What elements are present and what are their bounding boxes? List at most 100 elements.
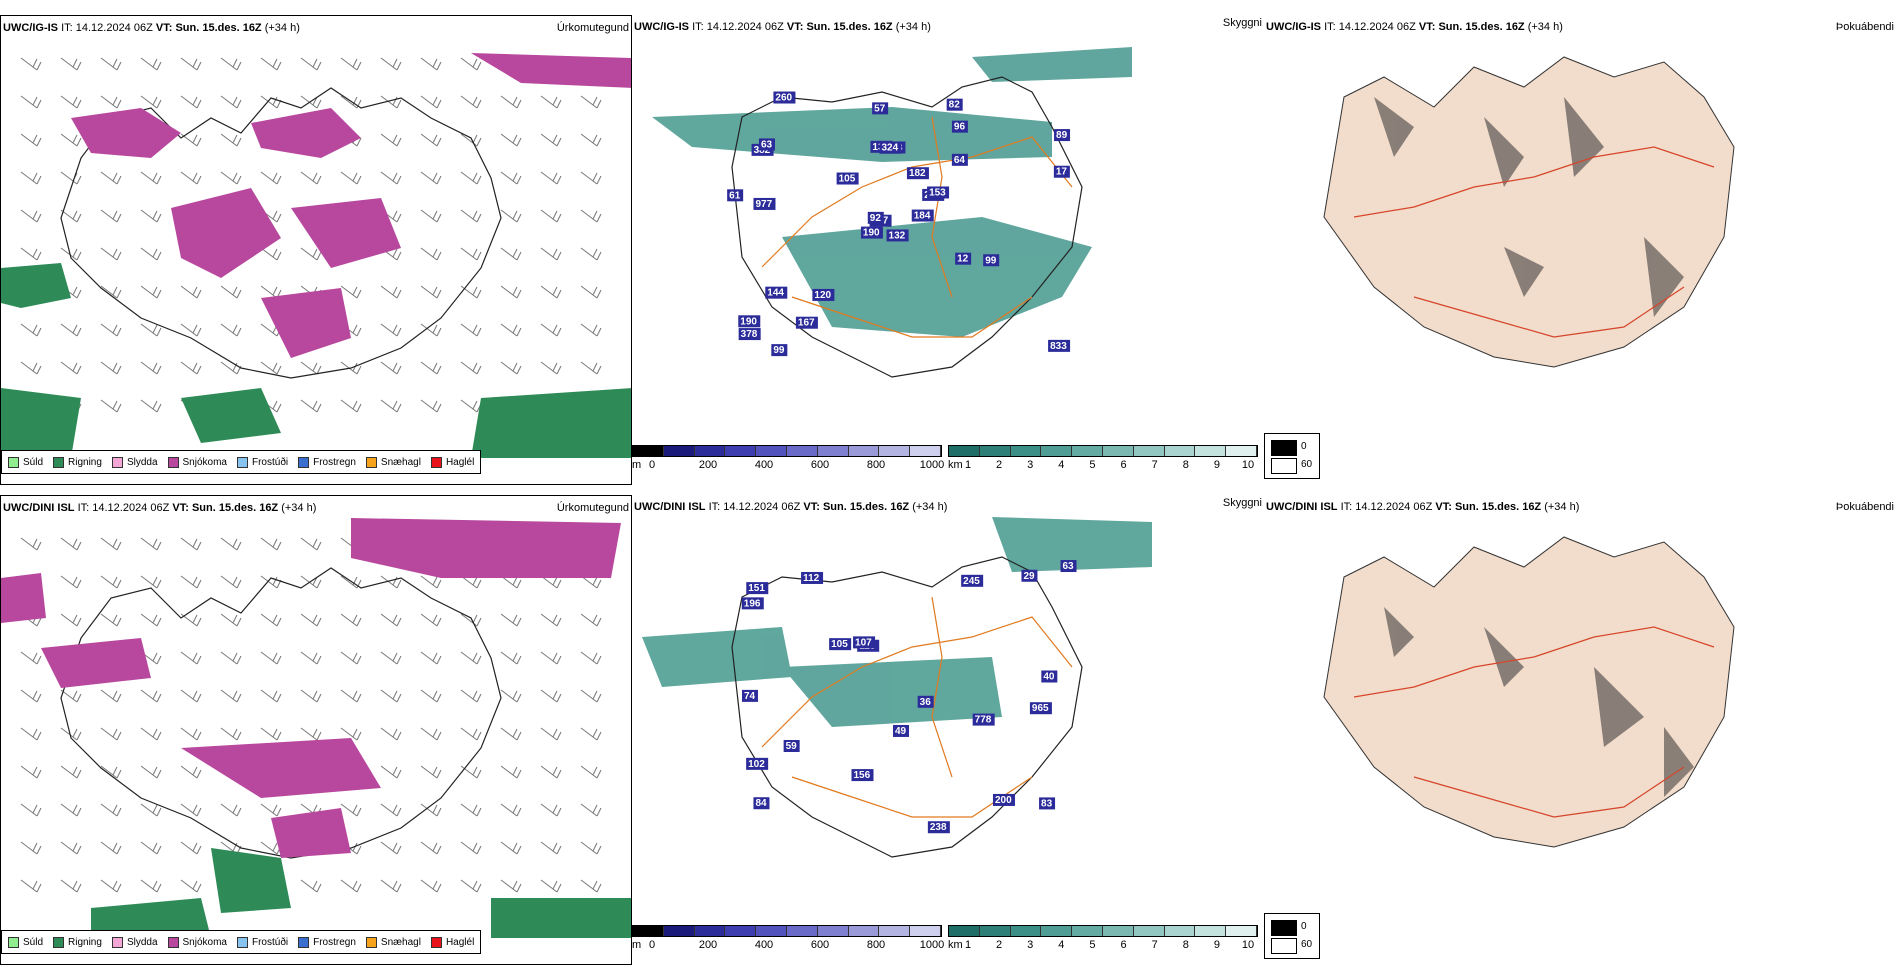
ceiling-label-bg bbox=[741, 689, 758, 702]
ceiling-label-bg bbox=[746, 582, 769, 595]
colorbar-step bbox=[663, 446, 695, 456]
colorbar-tick: 1 bbox=[964, 939, 972, 951]
colorbar-step bbox=[663, 926, 695, 936]
ceiling-label-bg bbox=[972, 713, 995, 726]
colorbar-tick: 9 bbox=[1213, 939, 1220, 951]
roads bbox=[1353, 626, 1715, 818]
legend-swatch bbox=[298, 936, 310, 948]
wind-barb bbox=[140, 575, 162, 589]
wind-barb bbox=[60, 727, 82, 741]
wind-barb bbox=[20, 247, 42, 261]
wind-barb bbox=[260, 803, 282, 817]
visibility-colorbar: 1 2 3 4 5 6 7 8 9 10 km bbox=[948, 445, 1258, 479]
legend-label: Rigning bbox=[68, 936, 102, 948]
colorbar-tick: 3 bbox=[1027, 939, 1034, 951]
colorbar-tick: 2 bbox=[996, 459, 1003, 471]
ceiling-label: 132 bbox=[889, 230, 906, 241]
ceiling-label-bg bbox=[746, 757, 769, 770]
wind-barb bbox=[60, 575, 82, 589]
wind-barb bbox=[340, 285, 362, 299]
fog-high-swatch bbox=[1271, 440, 1297, 456]
legend-label: Rigning bbox=[68, 456, 102, 468]
ceiling-label: 105 bbox=[839, 174, 856, 185]
wind-barb bbox=[420, 575, 442, 589]
wind-barb bbox=[460, 727, 482, 741]
colorbar-step bbox=[1010, 926, 1042, 936]
wind-barb bbox=[140, 727, 162, 741]
wind-barb bbox=[180, 323, 202, 337]
wind-barb bbox=[540, 879, 562, 893]
wind-barb bbox=[20, 209, 42, 223]
ceiling-label: 965 bbox=[1032, 703, 1049, 714]
ceiling-label: 182 bbox=[909, 168, 926, 179]
legend-swatch bbox=[430, 456, 442, 468]
ceiling-label-bg bbox=[1060, 560, 1077, 573]
wind-barb bbox=[300, 57, 322, 71]
ceiling-label: 63 bbox=[761, 139, 773, 150]
wind-barb bbox=[100, 689, 122, 703]
roads bbox=[761, 116, 1073, 338]
wind-barb bbox=[460, 285, 482, 299]
wind-barb bbox=[140, 361, 162, 375]
legend-swatch bbox=[111, 936, 123, 948]
wind-barb bbox=[420, 323, 442, 337]
colorbar-tick: 800 bbox=[866, 939, 886, 951]
panel-title: UWC/IG-IS IT: 14.12.2024 06Z VT: Sun. 15… bbox=[3, 22, 300, 34]
wind-barb bbox=[460, 803, 482, 817]
colorbar-step bbox=[1195, 446, 1227, 456]
coastline bbox=[60, 87, 502, 379]
ceiling-label-bg bbox=[1053, 165, 1070, 178]
wind-barb bbox=[500, 613, 522, 627]
colorbar-tick: 6 bbox=[1120, 939, 1127, 951]
wind-barb bbox=[420, 209, 442, 223]
wind-barb bbox=[540, 803, 562, 817]
wind-barb bbox=[100, 171, 122, 185]
wind-barb bbox=[460, 361, 482, 375]
wind-barb bbox=[540, 613, 562, 627]
legend-item: Súld bbox=[8, 456, 43, 468]
wind-barb bbox=[540, 689, 562, 703]
wind-barb bbox=[60, 209, 82, 223]
colorbar-tick: 9 bbox=[1213, 459, 1220, 471]
colorbar-tick: 8 bbox=[1182, 939, 1189, 951]
ceiling-label-bg bbox=[773, 91, 796, 104]
legend-item: Snjókoma bbox=[167, 936, 227, 948]
wind-barb bbox=[380, 285, 402, 299]
ceiling-label-bg bbox=[893, 724, 910, 737]
panel-visibility-igis: UWC/IG-IS IT: 14.12.2024 06Z VT: Sun. 15… bbox=[632, 15, 1264, 485]
wind-barb bbox=[300, 361, 322, 375]
panel-title: UWC/IG-IS IT: 14.12.2024 06Z VT: Sun. 15… bbox=[634, 21, 931, 33]
ceiling-labels: 1323821671902451208223961842608339778919… bbox=[727, 91, 1071, 357]
wind-barb bbox=[580, 651, 602, 665]
wind-barb bbox=[460, 133, 482, 147]
legend-label: Slydda bbox=[126, 936, 158, 948]
ceiling-label: 833 bbox=[1050, 341, 1067, 352]
wind-barb bbox=[420, 765, 442, 779]
wind-barb bbox=[100, 285, 122, 299]
wind-barb bbox=[340, 57, 362, 71]
colorbar-step bbox=[1041, 926, 1073, 936]
colorbar-step bbox=[756, 446, 787, 456]
wind-barb bbox=[140, 285, 162, 299]
wind-barb bbox=[420, 399, 442, 413]
legend-swatch bbox=[167, 936, 179, 948]
legend-item: Haglél bbox=[430, 936, 474, 948]
wind-barb bbox=[500, 133, 522, 147]
legend-item: Frostregn bbox=[298, 456, 356, 468]
land bbox=[1323, 56, 1735, 368]
fog-map bbox=[1323, 536, 1735, 848]
colorbar-step bbox=[1041, 446, 1073, 456]
ceiling-label-bg bbox=[946, 98, 963, 111]
colorbar-step bbox=[979, 446, 1011, 456]
colorbar-tick: 200 bbox=[698, 459, 718, 471]
wind-barb bbox=[180, 575, 202, 589]
wind-barb bbox=[460, 651, 482, 665]
ceiling-label-bg bbox=[727, 189, 744, 202]
legend-item: Rigning bbox=[53, 456, 102, 468]
ceiling-label: 102 bbox=[748, 759, 765, 770]
wind-barb bbox=[420, 57, 442, 71]
legend-swatch bbox=[365, 936, 377, 948]
ceiling-label-bg bbox=[1039, 797, 1056, 810]
visibility-area bbox=[642, 517, 1152, 727]
snow-area bbox=[71, 53, 631, 358]
